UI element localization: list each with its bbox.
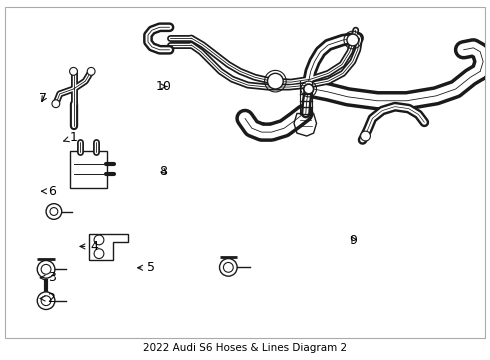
Text: 4: 4 [80,240,98,253]
Text: 6: 6 [42,185,56,198]
Text: 7: 7 [40,92,48,105]
Circle shape [52,100,60,108]
Circle shape [46,204,62,219]
FancyBboxPatch shape [70,151,107,188]
Text: 2022 Audi S6 Hoses & Lines Diagram 2: 2022 Audi S6 Hoses & Lines Diagram 2 [143,343,347,353]
Circle shape [70,67,77,75]
Circle shape [304,84,314,94]
Text: 10: 10 [156,80,172,93]
Circle shape [37,261,55,278]
Circle shape [268,73,283,89]
Text: 9: 9 [350,234,358,247]
Circle shape [220,258,237,276]
Circle shape [87,67,95,75]
Text: 2: 2 [40,292,55,305]
Text: 3: 3 [40,271,56,284]
Circle shape [347,34,359,46]
Text: 5: 5 [138,261,154,274]
Circle shape [361,131,370,141]
Polygon shape [89,234,128,260]
Text: 8: 8 [160,165,168,178]
Text: 1: 1 [64,131,77,144]
Circle shape [37,292,55,310]
